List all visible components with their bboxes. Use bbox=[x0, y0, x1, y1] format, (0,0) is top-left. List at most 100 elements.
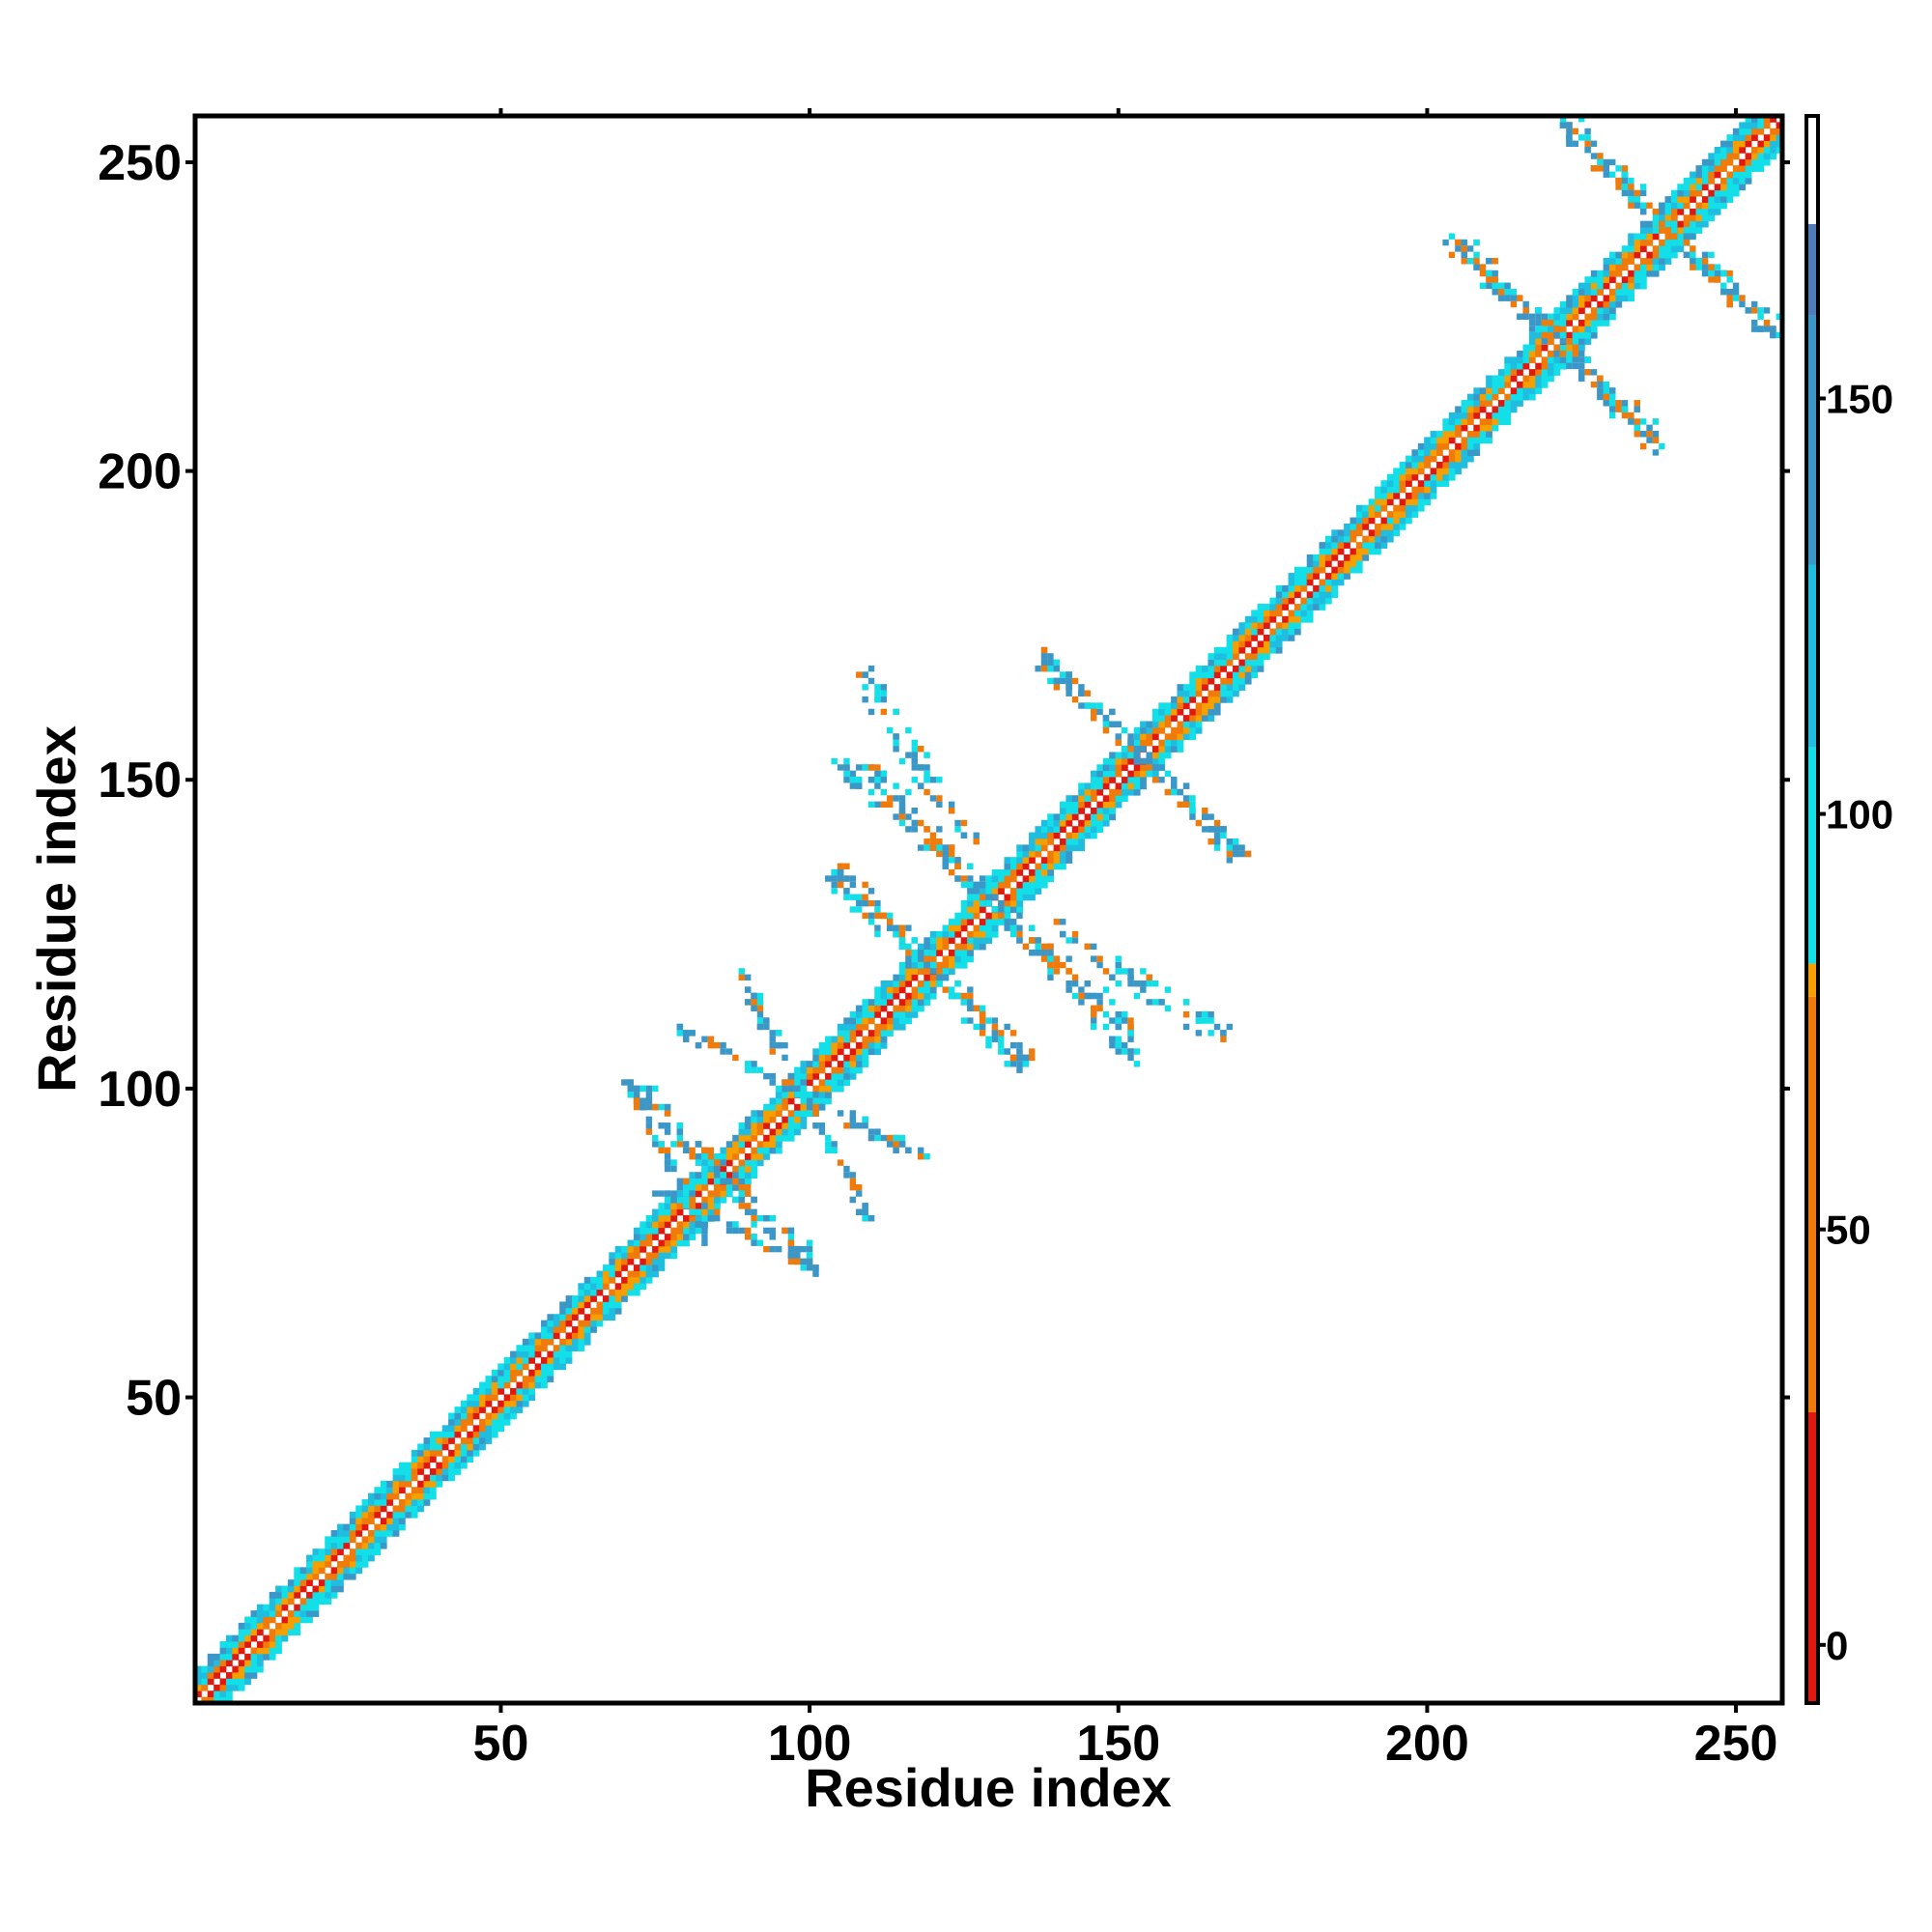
heatmap-cell bbox=[781, 1054, 788, 1062]
heatmap-cell bbox=[1492, 276, 1498, 283]
heatmap-cell bbox=[979, 1017, 986, 1024]
heatmap-cell bbox=[1182, 795, 1190, 802]
heatmap-cell bbox=[1151, 746, 1159, 753]
heatmap-cell bbox=[1411, 462, 1419, 469]
heatmap-cell bbox=[294, 1622, 301, 1630]
heatmap-cell bbox=[973, 838, 980, 845]
heatmap-cell bbox=[1528, 393, 1536, 401]
heatmap-cell bbox=[794, 1079, 801, 1087]
heatmap-cell bbox=[1528, 319, 1536, 327]
heatmap-cell bbox=[1584, 356, 1591, 363]
heatmap-cell bbox=[355, 1548, 363, 1555]
heatmap-cell bbox=[751, 1134, 758, 1142]
heatmap-cell bbox=[522, 1381, 529, 1389]
x-tick-label: 150 bbox=[1076, 1716, 1160, 1772]
heatmap-cell bbox=[867, 777, 875, 783]
heatmap-cell bbox=[1275, 640, 1283, 648]
heatmap-cell bbox=[1350, 554, 1357, 561]
heatmap-cell bbox=[756, 999, 764, 1006]
heatmap-cell bbox=[1071, 813, 1079, 821]
heatmap-cell bbox=[1060, 930, 1066, 938]
heatmap-cell bbox=[534, 1369, 542, 1377]
heatmap-cell bbox=[485, 1400, 493, 1407]
heatmap-cell bbox=[294, 1591, 301, 1599]
heatmap-cell bbox=[775, 1141, 782, 1149]
heatmap-cell bbox=[905, 813, 912, 820]
heatmap-cell bbox=[1164, 733, 1172, 741]
heatmap-cell bbox=[1553, 356, 1561, 364]
heatmap-cell bbox=[1380, 486, 1388, 494]
heatmap-cell bbox=[1745, 307, 1752, 314]
heatmap-cell bbox=[1393, 492, 1401, 499]
heatmap-cell bbox=[1646, 424, 1653, 432]
heatmap-cell bbox=[1226, 635, 1234, 641]
heatmap-cell bbox=[676, 1208, 684, 1216]
heatmap-cell bbox=[849, 1036, 857, 1043]
heatmap-cell bbox=[917, 764, 924, 771]
heatmap-cell bbox=[1461, 418, 1468, 426]
heatmap-cell bbox=[725, 1227, 733, 1235]
heatmap-cell bbox=[936, 844, 943, 851]
heatmap-cell bbox=[1040, 826, 1048, 833]
heatmap-cell bbox=[485, 1394, 493, 1402]
heatmap-cell bbox=[1121, 752, 1128, 759]
heatmap-cell bbox=[1448, 473, 1456, 481]
heatmap-cell bbox=[775, 1103, 782, 1111]
heatmap-cell bbox=[1479, 270, 1487, 277]
heatmap-cell bbox=[633, 1227, 640, 1235]
heatmap-cell bbox=[510, 1406, 517, 1413]
heatmap-cell bbox=[380, 1499, 387, 1506]
heatmap-cell bbox=[695, 1221, 702, 1228]
heatmap-cell bbox=[263, 1647, 270, 1655]
heatmap-cell bbox=[325, 1585, 332, 1593]
heatmap-cell bbox=[590, 1289, 597, 1296]
heatmap-cell bbox=[436, 1449, 443, 1457]
heatmap-cell bbox=[1683, 184, 1690, 191]
heatmap-cell bbox=[1096, 808, 1104, 814]
heatmap-cell bbox=[1714, 153, 1721, 160]
heatmap-cell bbox=[1182, 801, 1190, 809]
heatmap-cell bbox=[818, 1054, 826, 1062]
heatmap-cell bbox=[998, 919, 1005, 925]
heatmap-cell bbox=[1541, 375, 1548, 383]
heatmap-cell bbox=[1115, 721, 1122, 727]
heatmap-cell bbox=[948, 919, 955, 925]
heatmap-cell bbox=[898, 801, 906, 809]
heatmap-cell bbox=[936, 801, 943, 809]
heatmap-cell bbox=[294, 1567, 301, 1575]
heatmap-cell bbox=[769, 1103, 777, 1111]
heatmap-cell bbox=[1016, 844, 1024, 852]
heatmap-cell bbox=[1708, 202, 1716, 210]
heatmap-cell bbox=[1708, 214, 1716, 222]
heatmap-cell bbox=[991, 906, 999, 913]
heatmap-cell bbox=[1455, 239, 1462, 246]
heatmap-cell bbox=[547, 1369, 554, 1377]
heatmap-cell bbox=[744, 1172, 752, 1179]
heatmap-cell bbox=[862, 999, 869, 1006]
heatmap-cell bbox=[1708, 153, 1716, 160]
heatmap-cell bbox=[553, 1345, 560, 1351]
heatmap-cell bbox=[1701, 258, 1709, 265]
heatmap-cell bbox=[923, 844, 930, 851]
heatmap-cell bbox=[547, 1350, 554, 1358]
heatmap-cell bbox=[1300, 573, 1308, 580]
heatmap-cell bbox=[325, 1536, 332, 1544]
heatmap-cell bbox=[1071, 832, 1079, 839]
heatmap-cell bbox=[312, 1585, 320, 1593]
heatmap-cell bbox=[960, 912, 968, 920]
heatmap-cell bbox=[1732, 128, 1740, 135]
heatmap-cell bbox=[219, 1641, 227, 1648]
heatmap-cell bbox=[1461, 239, 1467, 246]
x-tick-label: 100 bbox=[768, 1716, 852, 1772]
heatmap-cell bbox=[219, 1684, 227, 1691]
heatmap-cell bbox=[1140, 733, 1147, 741]
heatmap-cell bbox=[1466, 449, 1474, 457]
heatmap-cell bbox=[1053, 919, 1061, 925]
heatmap-cell bbox=[1628, 295, 1634, 302]
heatmap-cell bbox=[1726, 196, 1734, 203]
heatmap-cell bbox=[1442, 455, 1450, 463]
heatmap-cell bbox=[1368, 548, 1376, 555]
heatmap-cell bbox=[250, 1660, 258, 1667]
heatmap-cell bbox=[1189, 801, 1196, 809]
heatmap-cell bbox=[1121, 1048, 1128, 1055]
